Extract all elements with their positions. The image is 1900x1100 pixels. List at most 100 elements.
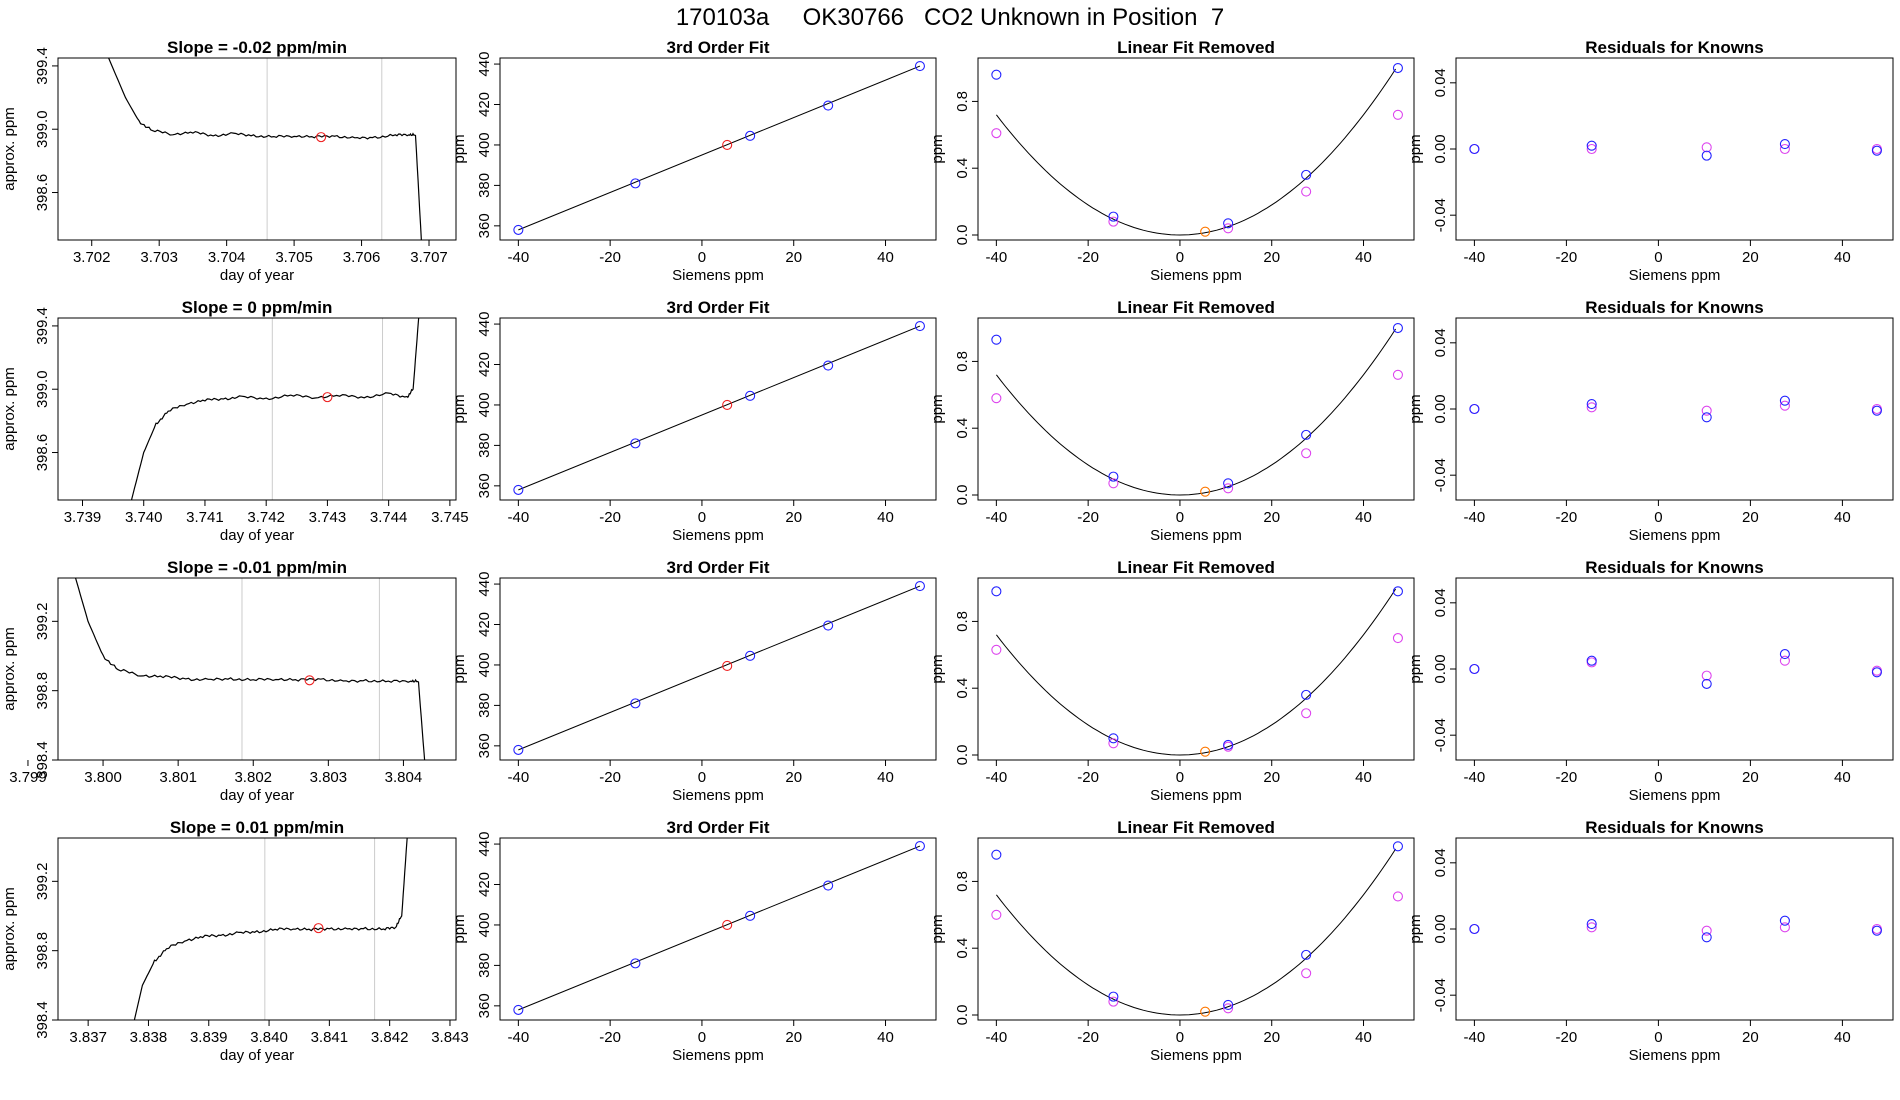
y-tick-label: 0.8 bbox=[954, 91, 971, 112]
x-tick-label: 40 bbox=[877, 249, 894, 266]
y-tick-label: 0.04 bbox=[1432, 68, 1449, 97]
y-axis-label: ppm bbox=[1407, 654, 1424, 683]
plot-area bbox=[513, 61, 925, 235]
known-point bbox=[745, 390, 756, 401]
x-tick-label: 0 bbox=[1654, 1029, 1662, 1046]
residual-point-blue bbox=[1871, 405, 1882, 416]
known-point-magenta bbox=[1108, 216, 1119, 227]
residual-point-blue bbox=[1701, 150, 1712, 161]
y-tick-label: -0.04 bbox=[1432, 718, 1449, 752]
known-point-magenta bbox=[1108, 996, 1119, 1007]
chart-panel-14: 3rd Order Fit -40 -20 0 20 40 Siemens ppm 360 38… bbox=[451, 818, 937, 1064]
known-point-blue bbox=[1108, 991, 1119, 1002]
y-tick-label: 398.6 bbox=[34, 174, 51, 212]
x-tick-label: -20 bbox=[1556, 769, 1578, 786]
residual-point-blue bbox=[1871, 667, 1882, 678]
y-tick-label: 380 bbox=[476, 433, 493, 458]
x-tick-label: 3.745 bbox=[431, 509, 469, 526]
known-point bbox=[823, 880, 834, 891]
plot-frame bbox=[977, 317, 1415, 501]
chart-title: 3rd Order Fit bbox=[667, 298, 770, 317]
plot-area bbox=[1469, 395, 1882, 423]
y-tick-label: 380 bbox=[476, 693, 493, 718]
residual-point-blue bbox=[1469, 143, 1480, 155]
x-tick-label: -20 bbox=[599, 509, 621, 526]
x-tick-label: 3.742 bbox=[247, 509, 285, 526]
chart-title: Residuals for Knowns bbox=[1585, 558, 1764, 577]
x-tick-label: 40 bbox=[877, 1029, 894, 1046]
y-axis-label: ppm bbox=[451, 654, 468, 683]
chart-title: 3rd Order Fit bbox=[667, 558, 770, 577]
x-tick-label: 20 bbox=[1742, 1029, 1759, 1046]
known-point-blue bbox=[991, 334, 1002, 345]
chart-panel-10: 3rd Order Fit -40 -20 0 20 40 Siemens ppm 360 38… bbox=[451, 558, 937, 804]
known-point-blue bbox=[1108, 471, 1119, 482]
chart-title: Residuals for Knowns bbox=[1585, 818, 1764, 837]
y-tick-label: 400 bbox=[476, 392, 493, 417]
x-tick-label: 40 bbox=[877, 769, 894, 786]
y-tick-label: 0.04 bbox=[1432, 588, 1449, 617]
residual-point-blue bbox=[1586, 398, 1597, 410]
fit-line bbox=[518, 845, 921, 1011]
chart-title: Residuals for Knowns bbox=[1585, 38, 1764, 57]
y-axis-label: ppm bbox=[929, 654, 946, 683]
x-axis-label: day of year bbox=[220, 787, 294, 804]
plot-frame bbox=[499, 837, 937, 1021]
y-tick-label: 360 bbox=[476, 993, 493, 1018]
known-point-magenta bbox=[1392, 369, 1403, 380]
x-tick-label: 20 bbox=[1742, 509, 1759, 526]
x-tick-label: 3.740 bbox=[125, 509, 163, 526]
known-point-blue bbox=[1301, 689, 1312, 700]
y-tick-label: 0.4 bbox=[954, 158, 971, 179]
known-point-magenta bbox=[991, 128, 1002, 139]
residual-point-magenta bbox=[1701, 405, 1712, 416]
x-tick-label: 3.804 bbox=[385, 769, 423, 786]
x-tick-label: 0 bbox=[1654, 769, 1662, 786]
y-axis-label: ppm bbox=[451, 134, 468, 163]
y-tick-label: 440 bbox=[476, 52, 493, 77]
chart-panel-5: Slope = 0 ppm/min 3.739 3.740 3.741 3.742 3.7… bbox=[1, 298, 469, 544]
x-tick-label: 0 bbox=[1176, 769, 1184, 786]
chart-panel-15: Linear Fit Removed -40 -20 0 20 40 Siemens ppm… bbox=[929, 818, 1415, 1064]
known-point-blue bbox=[991, 69, 1002, 80]
known-point-magenta bbox=[1392, 633, 1403, 644]
chart-panel-11: Linear Fit Removed -40 -20 0 20 40 Siemens ppm… bbox=[929, 558, 1415, 804]
plot-frame bbox=[1455, 317, 1894, 501]
chart-panel-7: Linear Fit Removed -40 -20 0 20 40 Siemens ppm… bbox=[929, 298, 1415, 544]
known-point-magenta bbox=[1223, 223, 1234, 234]
plot-area bbox=[1469, 649, 1882, 689]
plot-frame bbox=[977, 837, 1415, 1021]
y-tick-label: 399.0 bbox=[34, 370, 51, 408]
plot-area bbox=[513, 841, 925, 1015]
plot-frame bbox=[977, 577, 1415, 761]
y-tick-label: 360 bbox=[476, 733, 493, 758]
y-axis-label: ppm bbox=[451, 394, 468, 423]
known-point bbox=[630, 438, 641, 449]
known-point bbox=[914, 321, 925, 332]
y-tick-label: 0.00 bbox=[1432, 394, 1449, 423]
fit-line bbox=[518, 65, 921, 231]
known-point-blue bbox=[1392, 322, 1403, 334]
y-axis-label: ppm bbox=[1407, 134, 1424, 163]
plot-frame bbox=[1455, 577, 1894, 761]
y-axis-label: ppm bbox=[929, 134, 946, 163]
y-tick-label: 398.6 bbox=[34, 434, 51, 472]
plot-frame bbox=[57, 317, 457, 501]
x-axis-label: day of year bbox=[220, 1047, 294, 1064]
unknown-marker bbox=[322, 392, 333, 403]
x-tick-label: -20 bbox=[1077, 509, 1099, 526]
residual-point-blue bbox=[1586, 140, 1597, 151]
x-tick-label: -40 bbox=[1464, 1029, 1486, 1046]
known-point bbox=[745, 130, 756, 141]
y-tick-label: 400 bbox=[476, 652, 493, 677]
residual-point-blue bbox=[1701, 678, 1712, 689]
known-point-magenta bbox=[1301, 448, 1312, 459]
chart-title: Linear Fit Removed bbox=[1117, 558, 1275, 577]
series-line bbox=[74, 578, 426, 760]
chart-panel-9: Slope = -0.01 ppm/min 3.799 3.800 3.801 3.80… bbox=[1, 558, 457, 804]
x-tick-label: 3.842 bbox=[371, 1029, 409, 1046]
x-tick-label: 40 bbox=[1834, 1029, 1851, 1046]
series-line bbox=[130, 318, 420, 500]
x-tick-label: 0 bbox=[1654, 509, 1662, 526]
x-axis-label: Siemens ppm bbox=[672, 267, 764, 284]
